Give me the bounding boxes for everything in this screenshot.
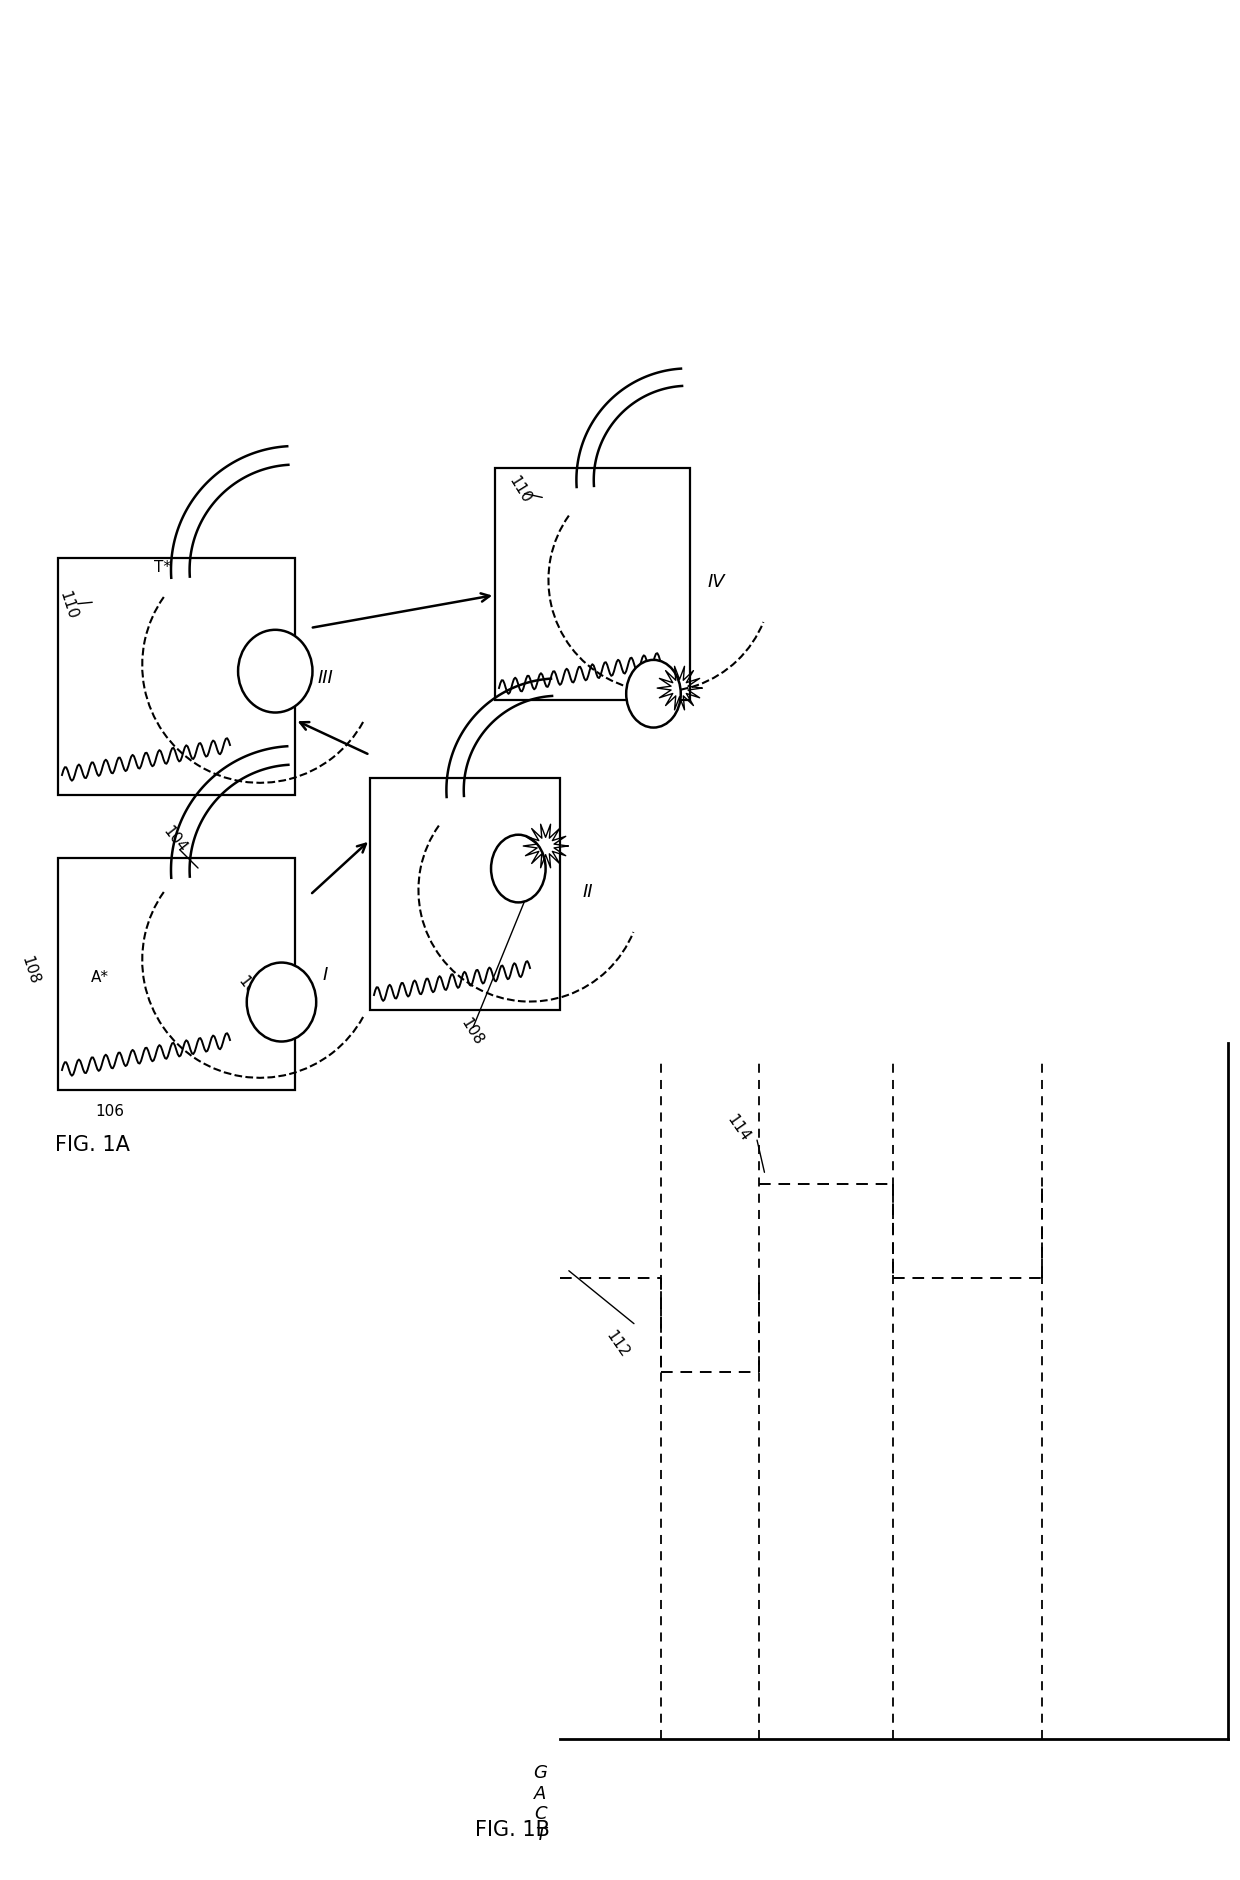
Text: I: I <box>322 966 327 983</box>
Ellipse shape <box>626 660 681 728</box>
Ellipse shape <box>238 630 312 713</box>
Text: 108: 108 <box>458 1015 486 1049</box>
Bar <box>495 468 689 699</box>
Bar <box>58 558 295 795</box>
Text: FIG. 1A: FIG. 1A <box>55 1136 130 1154</box>
Bar <box>58 857 295 1090</box>
Ellipse shape <box>247 963 316 1042</box>
Text: 112: 112 <box>603 1327 632 1361</box>
Text: T*: T* <box>154 560 171 575</box>
Text: 104: 104 <box>160 823 190 855</box>
Text: 114: 114 <box>723 1111 753 1145</box>
Text: IV: IV <box>707 573 725 590</box>
Text: 110: 110 <box>506 474 534 506</box>
Text: A: A <box>534 1784 547 1803</box>
Text: 102: 102 <box>236 974 265 1006</box>
Ellipse shape <box>491 835 546 902</box>
Text: 106: 106 <box>95 1104 124 1119</box>
Bar <box>370 778 560 1010</box>
Text: III: III <box>317 669 332 686</box>
Text: A*: A* <box>91 970 109 985</box>
Text: II: II <box>583 884 593 901</box>
Text: C: C <box>534 1805 547 1824</box>
Text: 110: 110 <box>56 588 79 620</box>
Text: G: G <box>533 1763 548 1782</box>
Text: T: T <box>536 1825 546 1844</box>
Text: 108: 108 <box>19 953 42 985</box>
Text: FIG. 1B: FIG. 1B <box>475 1820 549 1841</box>
